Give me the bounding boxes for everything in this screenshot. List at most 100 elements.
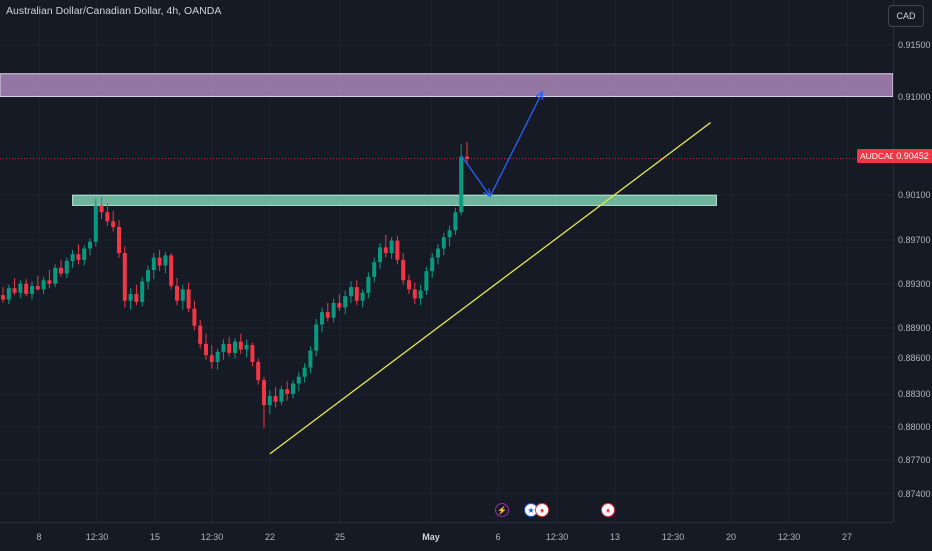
x-tick-label: 27 (841, 532, 853, 542)
candle-body (343, 296, 348, 308)
candle-body (30, 285, 34, 294)
trendline (269, 122, 711, 455)
x-tick-label: 15 (149, 532, 161, 542)
candle-body (354, 287, 359, 301)
candle-body (273, 396, 278, 402)
time-axis[interactable]: 8 12:30 15 12:30 22 25 May 6 12:30 13 12:30 20 12:30… (0, 522, 893, 551)
candle-body (331, 302, 336, 318)
y-tick-label: 0.89300 (898, 279, 931, 289)
candle-body (314, 324, 319, 351)
candle-body (267, 396, 272, 406)
currency-button[interactable]: CAD (888, 5, 924, 27)
candle-body (117, 226, 121, 254)
canada-flag-icon[interactable]: ♦ (601, 503, 615, 517)
y-tick-label: 0.90100 (898, 190, 931, 200)
candle-body (412, 289, 417, 299)
candle-body (163, 255, 168, 266)
candle-body (233, 341, 237, 353)
x-tick-label: 13 (609, 532, 621, 542)
candle-body (209, 355, 214, 362)
candle-body (407, 280, 411, 290)
candle-body (151, 257, 156, 271)
price-chart[interactable] (0, 0, 893, 522)
candle-body (302, 367, 307, 377)
candle-body (128, 293, 133, 301)
y-tick-label: 0.91000 (898, 92, 931, 102)
y-tick-label: 0.89700 (898, 235, 931, 245)
support-zone (72, 194, 717, 206)
candle-body (140, 281, 145, 302)
candle-body (383, 247, 388, 254)
lightning-icon[interactable]: ⚡ (495, 503, 509, 517)
candle-body (459, 156, 464, 213)
candle-body (441, 237, 446, 249)
candle-body (122, 253, 127, 301)
candle-body (250, 344, 255, 362)
candle-body (401, 259, 406, 281)
candle-body (88, 241, 92, 249)
y-tick-label: 0.88900 (898, 323, 931, 333)
candle-body (99, 205, 104, 213)
candle-body (418, 290, 423, 299)
candle-body (447, 230, 452, 238)
candle-body (372, 262, 377, 277)
y-tick-label: 0.88300 (898, 389, 931, 399)
y-tick-label: 0.91500 (898, 40, 931, 50)
candle-body (389, 240, 394, 254)
candle-body (204, 343, 208, 356)
x-tick-label: 25 (334, 532, 346, 542)
candle-body (238, 341, 243, 350)
candle-body (64, 261, 69, 274)
candle-body (256, 361, 261, 381)
x-tick-label: 12:30 (661, 532, 685, 542)
candle-body (227, 343, 232, 353)
candle-body (291, 383, 295, 394)
y-tick-label: 0.88000 (898, 422, 931, 432)
candle-body (308, 350, 313, 368)
candle-body (134, 293, 139, 302)
x-tick-label: 20 (725, 532, 737, 542)
x-tick-label: 12:30 (85, 532, 109, 542)
candle-body (436, 248, 440, 258)
candle-body (1, 295, 5, 300)
candle-body (296, 376, 301, 384)
price-axis[interactable]: 0.91500 0.91000 0.90100 0.89700 0.89300 0.889… (893, 0, 932, 522)
candle-body (360, 292, 365, 301)
last-price-label: 0.90452 (893, 149, 932, 163)
candle-body (175, 285, 179, 301)
candle-body (59, 267, 63, 274)
x-tick-label: 6 (495, 532, 501, 542)
symbol-label: AUDCAD (857, 149, 899, 163)
candle-body (366, 276, 371, 293)
canada-flag-icon[interactable]: ♦ (535, 503, 549, 517)
candle-body (325, 312, 330, 318)
candle-body (453, 212, 458, 231)
candle-body (186, 289, 191, 309)
x-tick-label: 12:30 (777, 532, 801, 542)
candle-body (465, 156, 469, 159)
resistance-zone (0, 73, 893, 97)
chart-title[interactable]: Australian Dollar/Canadian Dollar, 4h, O… (6, 5, 222, 17)
candle-body (24, 283, 29, 294)
candle-body (430, 257, 435, 272)
arrowhead-down (482, 188, 492, 198)
candle-body (76, 254, 81, 260)
candle-body (285, 389, 290, 394)
candle-body (424, 271, 429, 291)
candle-body (70, 254, 75, 261)
candle-body (180, 289, 185, 301)
candle-body (146, 270, 150, 282)
x-tick-label: 12:30 (545, 532, 569, 542)
candle-body (262, 380, 266, 406)
candle-body (41, 280, 46, 290)
candle-body (395, 240, 400, 260)
candle-body (82, 248, 87, 260)
x-tick-label: May (422, 532, 440, 542)
candle-body (47, 280, 52, 284)
candle-body (215, 351, 220, 362)
candle-body (18, 283, 23, 293)
candle-body (244, 344, 249, 350)
candle-body (320, 312, 324, 325)
candle-body (221, 343, 226, 352)
